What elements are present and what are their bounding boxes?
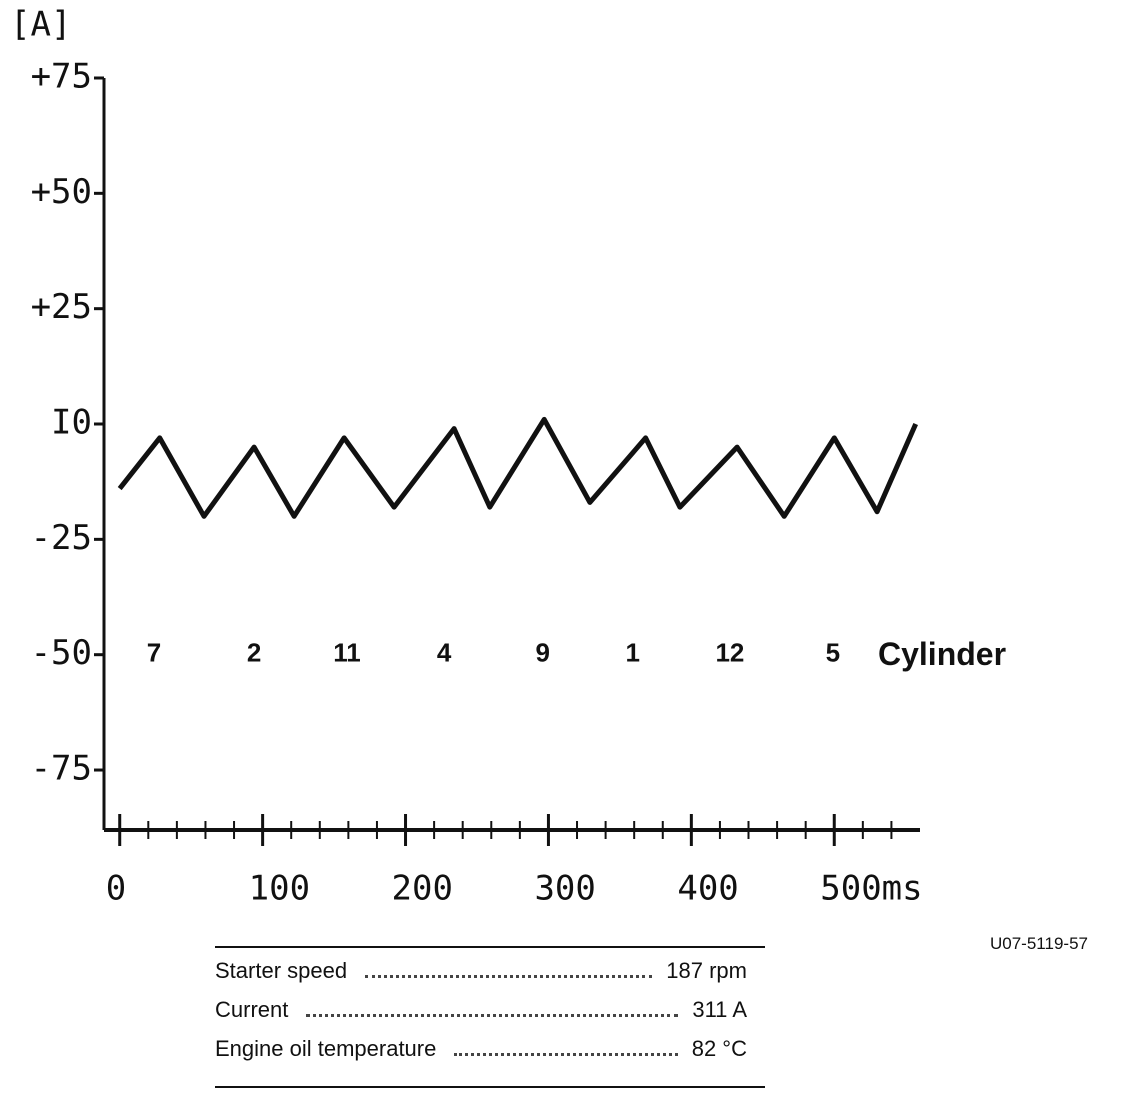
info-value: 82 °C — [691, 1036, 747, 1061]
cylinder-label: 2 — [247, 638, 261, 668]
dot-leader — [454, 1053, 678, 1056]
x-tick-label: 0 — [106, 869, 126, 909]
cylinder-label: 11 — [333, 638, 361, 668]
y-tick-label: -25 — [31, 518, 92, 558]
info-row: Starter speed 187 rpm — [215, 958, 765, 997]
y-tick-label: +75 — [31, 57, 92, 97]
dot-leader — [306, 1014, 679, 1017]
current-trace — [117, 416, 918, 519]
cylinder-label: 5 — [826, 638, 840, 668]
cylinder-label: 1 — [626, 638, 640, 668]
y-tick-label: -75 — [31, 749, 92, 789]
x-tick-label: 300 — [534, 869, 595, 909]
cylinder-title: Cylinder — [878, 636, 1006, 672]
y-tick-label: +50 — [31, 172, 92, 212]
y-tick-label: +25 — [31, 287, 92, 327]
chart: [A] +75 +50 +25 I0 -25 -50 -75 0 100 200 300 400 500… — [10, 5, 1006, 909]
y-tick-label: I0 — [51, 403, 92, 443]
cylinder-label: 9 — [535, 638, 549, 668]
info-table: Starter speed 187 rpm Current 311 A Engine o… — [215, 946, 765, 1088]
cylinder-label: 12 — [715, 638, 744, 668]
info-row: Engine oil temperature 82 °C — [215, 1036, 765, 1075]
info-label: Engine oil temperature — [215, 1036, 437, 1061]
x-tick-label: 400 — [677, 869, 738, 909]
figure-code: U07-5119-57 — [990, 934, 1088, 953]
info-row: Current 311 A — [215, 997, 765, 1036]
info-value: 187 rpm — [666, 958, 747, 983]
x-tick-label: 100 — [249, 869, 310, 909]
x-tick-label: 500ms — [820, 869, 922, 909]
y-tick-label: -50 — [31, 633, 92, 673]
info-label: Starter speed — [215, 958, 348, 983]
cylinder-label: 7 — [147, 638, 161, 668]
y-unit: [A] — [10, 5, 71, 45]
dot-leader — [365, 975, 653, 978]
info-value: 311 A — [692, 997, 747, 1022]
info-label: Current — [215, 997, 289, 1022]
cylinder-label: 4 — [437, 638, 452, 668]
x-tick-label: 200 — [392, 869, 453, 909]
